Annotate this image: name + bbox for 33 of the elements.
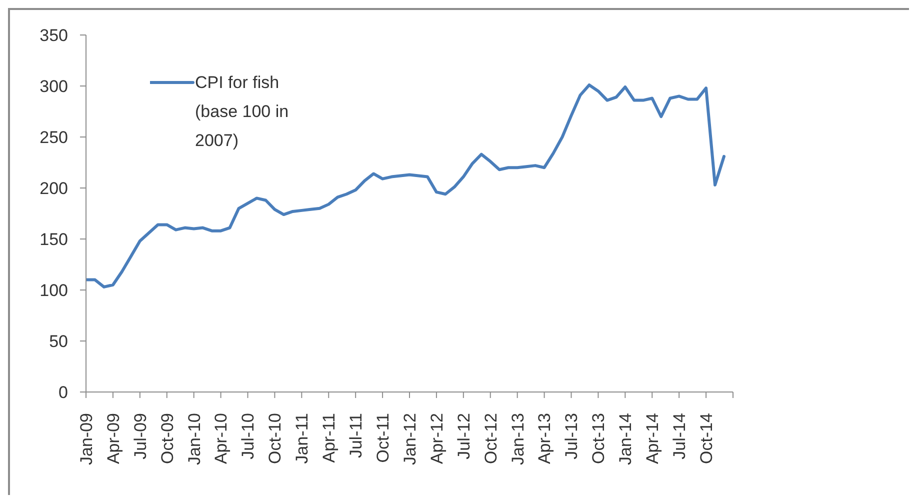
- x-tick-label: Jan-10: [184, 413, 204, 465]
- x-tick-label: Apr-11: [320, 413, 339, 463]
- x-tick-label: Apr-14: [643, 413, 662, 464]
- x-tick-label: Jul-10: [238, 413, 258, 460]
- x-tick-label: Apr-13: [535, 413, 554, 464]
- x-tick-label: Oct-13: [589, 413, 608, 464]
- x-tick-label: Apr-12: [427, 413, 446, 464]
- y-tick-label: 350: [40, 26, 68, 45]
- y-tick-label: 100: [40, 280, 68, 300]
- x-tick-label: Jan-11: [292, 413, 312, 464]
- x-tick-label: Jul-09: [130, 413, 150, 460]
- y-tick-label: 200: [40, 178, 68, 198]
- x-tick-label: Jan-13: [508, 413, 528, 465]
- x-tick-label: Oct-12: [481, 413, 500, 464]
- x-tick-label: Apr-09: [104, 413, 123, 464]
- x-tick-label: Jul-12: [454, 413, 474, 460]
- y-tick-label: 50: [49, 332, 68, 351]
- x-tick-label: Jul-14: [670, 413, 690, 460]
- x-tick-label: Apr-10: [212, 413, 231, 464]
- x-tick-label: Oct-11: [373, 413, 392, 463]
- x-tick-label: Jan-14: [616, 413, 636, 465]
- x-tick-label: Oct-10: [266, 413, 285, 464]
- x-tick-label: Oct-14: [696, 413, 716, 464]
- y-tick-label: 250: [40, 128, 68, 147]
- legend-label: CPI for fish (base 100 in 2007): [195, 72, 290, 152]
- y-tick-label: 150: [40, 230, 68, 249]
- x-tick-label: Jul-11: [346, 413, 366, 458]
- y-tick-label: 300: [40, 76, 68, 96]
- x-tick-label: Oct-09: [158, 413, 177, 464]
- y-tick-label: 0: [58, 382, 68, 402]
- x-tick-label: Jan-09: [76, 413, 96, 465]
- x-tick-label: Jul-13: [562, 413, 582, 460]
- x-tick-label: Jan-12: [400, 413, 420, 465]
